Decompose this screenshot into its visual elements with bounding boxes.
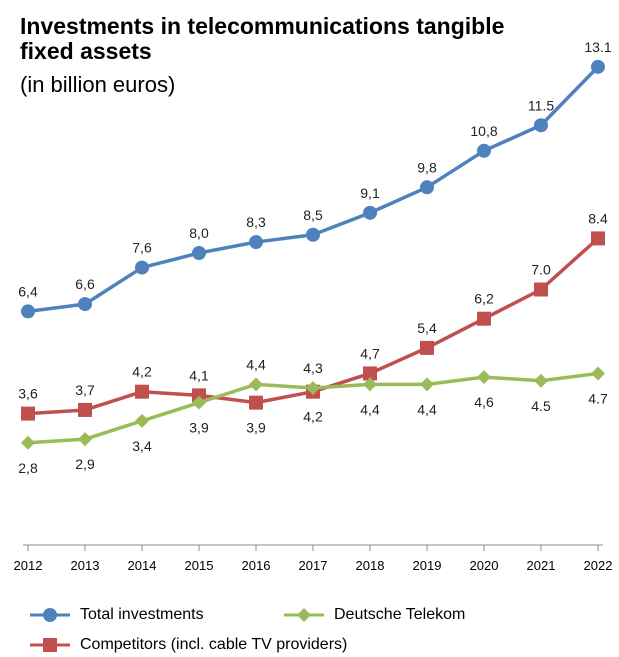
data-label: 4.5 xyxy=(531,398,551,414)
data-label: 3,4 xyxy=(132,438,152,454)
data-point xyxy=(135,384,149,399)
data-label: 7,6 xyxy=(132,240,152,256)
data-label: 4,2 xyxy=(303,409,323,425)
x-tick-label: 2022 xyxy=(584,558,613,573)
chart-title-text: Investments in telecommunications tangib… xyxy=(20,13,505,64)
data-point xyxy=(192,388,206,403)
data-label: 6,4 xyxy=(18,283,38,299)
data-label: 6,2 xyxy=(474,291,494,307)
data-label: 4,6 xyxy=(474,394,494,410)
legend-label-total: Total investments xyxy=(80,606,204,623)
legend-item-total: Total investments xyxy=(30,606,204,624)
data-label: 4,2 xyxy=(132,364,152,380)
data-point xyxy=(192,246,206,260)
data-point xyxy=(420,180,434,195)
x-tick-label: 2013 xyxy=(71,558,100,573)
x-tick-label: 2014 xyxy=(128,558,157,573)
x-tick-label: 2020 xyxy=(470,558,499,573)
data-label: 3,6 xyxy=(18,386,38,402)
chart-title: Investments in telecommunications tangib… xyxy=(20,14,510,64)
x-tick-label: 2021 xyxy=(527,558,556,573)
data-label: 8,0 xyxy=(189,225,209,241)
data-label: 3,9 xyxy=(189,420,209,436)
data-label: 4.7 xyxy=(588,390,608,406)
legend-item-competitors: Competitors (incl. cable TV providers) xyxy=(30,636,347,654)
x-tick-label: 2019 xyxy=(413,558,442,573)
data-label: 13.1 xyxy=(584,39,611,55)
data-label: 3,9 xyxy=(246,420,266,436)
data-point xyxy=(591,59,605,74)
data-point xyxy=(21,406,35,421)
x-tick-label: 2015 xyxy=(185,558,214,573)
data-point xyxy=(420,340,434,355)
circle-marker-icon xyxy=(30,608,70,622)
data-label: 9,1 xyxy=(360,185,380,201)
data-point xyxy=(363,377,377,392)
legend-label-telekom: Deutsche Telekom xyxy=(334,606,466,623)
legend-label-competitors: Competitors (incl. cable TV providers) xyxy=(80,636,348,653)
data-label: 8,3 xyxy=(246,214,266,230)
diamond-marker-icon xyxy=(284,608,324,622)
data-point xyxy=(249,377,263,392)
data-point xyxy=(420,377,434,392)
data-point xyxy=(534,373,548,388)
data-point xyxy=(78,297,92,312)
data-label: 6,6 xyxy=(75,276,95,292)
data-label: 4,4 xyxy=(246,356,266,372)
data-point xyxy=(477,311,491,326)
data-label: 2,9 xyxy=(75,456,95,472)
x-tick-label: 2012 xyxy=(14,558,43,573)
legend: Total investments Deutsche Telekom Compe… xyxy=(30,606,619,657)
data-point xyxy=(534,282,548,297)
data-label: 3,7 xyxy=(75,382,95,398)
data-label: 7.0 xyxy=(531,262,551,278)
data-label: 5,4 xyxy=(417,320,437,336)
data-label: 4,7 xyxy=(360,345,380,361)
data-label: 4,1 xyxy=(189,367,209,383)
chart-subtitle: (in billion euros) xyxy=(20,72,176,97)
data-point xyxy=(306,227,320,242)
data-label: 10,8 xyxy=(470,123,497,139)
data-label: 8,5 xyxy=(303,207,323,223)
x-tick-label: 2017 xyxy=(299,558,328,573)
data-point xyxy=(249,395,263,410)
x-tick-label: 2016 xyxy=(242,558,271,573)
line-chart: 2012 2013 2014 2015 2016 2017 2018 2019 2020 2021… xyxy=(14,39,613,573)
legend-item-telekom: Deutsche Telekom xyxy=(284,606,465,624)
data-point xyxy=(135,260,149,275)
data-point xyxy=(591,231,605,246)
data-point xyxy=(591,366,605,381)
data-label: 9,8 xyxy=(417,159,437,175)
data-point xyxy=(78,402,92,417)
data-label: 11.5 xyxy=(528,97,554,113)
data-label: 4,4 xyxy=(360,401,380,417)
data-point xyxy=(363,205,377,220)
data-point xyxy=(135,413,149,428)
data-label: 4,3 xyxy=(303,360,323,376)
data-point xyxy=(78,432,92,447)
data-point xyxy=(21,304,35,319)
series-line xyxy=(27,65,600,314)
data-label: 8.4 xyxy=(588,210,608,226)
x-tick-label: 2018 xyxy=(356,558,385,573)
square-marker-icon xyxy=(30,638,70,652)
data-point xyxy=(363,366,377,381)
data-point xyxy=(534,118,548,133)
data-point xyxy=(477,143,491,158)
data-point xyxy=(477,370,491,385)
data-label: 4,4 xyxy=(417,401,437,417)
data-point xyxy=(21,435,35,450)
data-point xyxy=(192,395,206,410)
data-point xyxy=(249,235,263,250)
data-label: 2,8 xyxy=(18,460,38,476)
data-point xyxy=(306,381,320,396)
